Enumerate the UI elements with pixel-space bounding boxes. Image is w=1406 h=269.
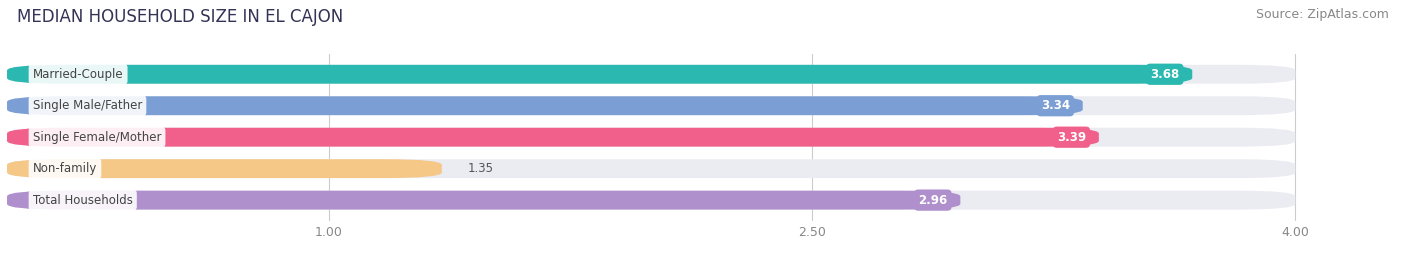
Text: Single Female/Mother: Single Female/Mother bbox=[32, 131, 162, 144]
FancyBboxPatch shape bbox=[7, 128, 1295, 147]
FancyBboxPatch shape bbox=[7, 191, 960, 210]
FancyBboxPatch shape bbox=[7, 96, 1083, 115]
FancyBboxPatch shape bbox=[7, 65, 1295, 84]
FancyBboxPatch shape bbox=[7, 191, 1295, 210]
Text: Single Male/Father: Single Male/Father bbox=[32, 99, 142, 112]
Text: Non-family: Non-family bbox=[32, 162, 97, 175]
Text: Married-Couple: Married-Couple bbox=[32, 68, 124, 81]
FancyBboxPatch shape bbox=[7, 159, 1295, 178]
FancyBboxPatch shape bbox=[7, 65, 1192, 84]
Text: 3.34: 3.34 bbox=[1040, 99, 1070, 112]
Text: MEDIAN HOUSEHOLD SIZE IN EL CAJON: MEDIAN HOUSEHOLD SIZE IN EL CAJON bbox=[17, 8, 343, 26]
Text: Source: ZipAtlas.com: Source: ZipAtlas.com bbox=[1256, 8, 1389, 21]
Text: 1.35: 1.35 bbox=[468, 162, 494, 175]
FancyBboxPatch shape bbox=[7, 96, 1295, 115]
FancyBboxPatch shape bbox=[7, 159, 441, 178]
Text: Total Households: Total Households bbox=[32, 194, 132, 207]
Text: 3.68: 3.68 bbox=[1150, 68, 1180, 81]
Text: 3.39: 3.39 bbox=[1057, 131, 1085, 144]
Text: 2.96: 2.96 bbox=[918, 194, 948, 207]
FancyBboxPatch shape bbox=[7, 128, 1099, 147]
